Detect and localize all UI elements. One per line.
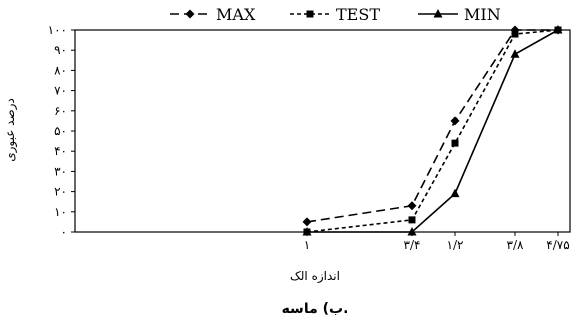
x-tick-label: ۱/۲ [447,238,464,252]
data-point-test [408,216,416,224]
x-tick-label: ۳/۴ [404,238,421,252]
data-point-test [451,139,459,147]
y-axis: ۰ ۱۰ ۲۰ ۳۰ ۴۰ ۵۰ ۶۰ ۷۰ ۸۰ ۹۰ ۱۰۰ [48,23,75,239]
data-point-max [450,116,460,126]
data-point-min [450,188,460,198]
x-axis-label: اندازه الک [290,269,340,284]
series-line-max [306,29,558,223]
legend-label-test: TEST [336,5,380,24]
y-tick-label: ۱۰ [54,205,67,219]
legend-marker-test [306,10,314,18]
series-markers [302,25,563,236]
data-point-max [407,201,417,211]
y-tick-label: ۴۰ [54,144,67,158]
y-tick-label: ۰ [61,225,67,239]
data-point-min [302,227,312,236]
data-point-min [407,227,417,236]
data-point-min [510,49,520,58]
y-tick-label: ۹۰ [54,43,67,57]
data-point-min [553,25,563,34]
y-tick-label: ۶۰ [54,104,67,118]
y-tick-label: ۳۰ [54,164,67,178]
x-tick-label: ۴/۷۵ [546,238,569,252]
y-tick-label: ۲۰ [54,185,67,199]
x-tick-label: ۳/۸ [507,238,524,252]
series-line-test [306,29,559,233]
y-tick-label: ۱۰۰ [48,23,67,37]
y-tick-label: ۵۰ [54,124,67,138]
series-lines [306,29,559,233]
legend-label-max: MAX [216,5,256,24]
legend-marker-max [185,9,195,19]
data-point-max [302,217,312,227]
data-point-test [511,30,519,38]
legend-label-min: MIN [464,5,501,24]
y-tick-label: ۸۰ [54,63,67,77]
y-axis-label: درصد عبوری [3,98,18,162]
y-tick-label: ۷۰ [54,84,67,98]
legend-marker-min [433,9,443,18]
series-line-min [307,29,559,233]
figure-caption: ب) ماسه. [282,301,349,317]
legend: MAX TEST MIN [170,5,501,24]
x-axis: ۱ ۳/۴ ۱/۲ ۳/۸ ۴/۷۵ [304,232,570,252]
x-tick-label: ۱ [304,238,310,252]
